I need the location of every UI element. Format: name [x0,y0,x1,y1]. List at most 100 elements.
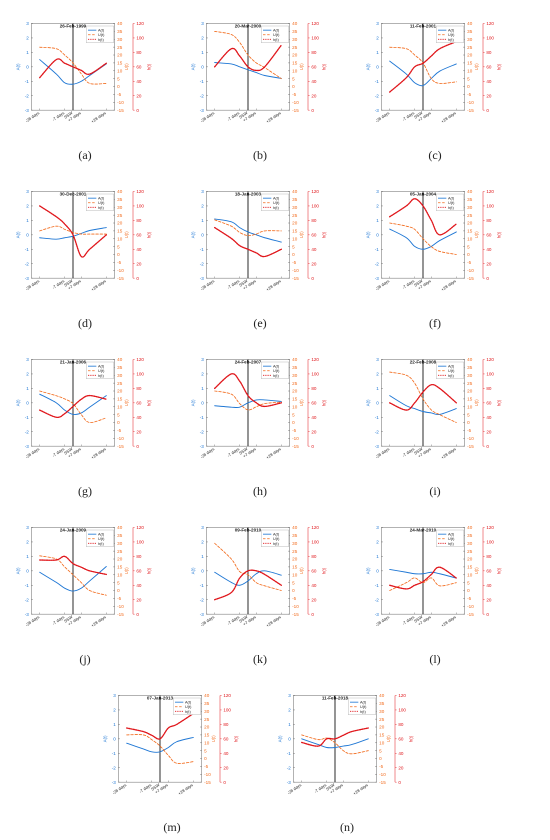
x-tick-label: +28 days [265,278,282,292]
y-mid-tick-label: -15 [117,108,124,113]
y-right-axis-label: h(t) [322,399,327,406]
y-left-tick-label: -3 [25,276,30,281]
y-left-tick-label: -2 [112,765,117,770]
y-left-tick-label: -2 [375,261,380,266]
y-right-tick-label: 120 [311,525,319,530]
y-mid-tick-label: 5 [467,76,470,81]
y-mid-tick-label: 0 [204,756,207,761]
y-right-tick-label: 100 [486,36,494,41]
y-left-tick-label: 0 [201,569,204,574]
panel-label: (j) [79,652,91,666]
y-mid-tick-label: 30 [292,37,298,42]
series-line-A [214,570,282,586]
y-left-tick-label: -3 [375,612,380,617]
y-left-tick-label: -1 [200,415,205,420]
y-right-tick-label: 60 [486,401,492,406]
y-mid-tick-label: 5 [467,244,470,249]
y-right-axis-label: h(t) [147,399,152,406]
y-mid-tick-label: -15 [467,612,474,617]
y-left-tick-label: -2 [200,261,205,266]
x-tick-label: -7 days [51,110,65,122]
y-mid-tick-label: 25 [117,381,123,386]
y-right-tick-label: 0 [136,444,139,449]
y-mid-tick-label: 20 [292,53,298,58]
y-right-tick-label: 100 [398,708,406,713]
y-mid-tick-label: 30 [467,37,473,42]
y-mid-tick-label: 0 [292,420,295,425]
y-mid-tick-label: 15 [292,565,298,570]
y-right-tick-label: 80 [311,386,317,391]
y-right-tick-label: 120 [223,693,231,698]
x-tick-label: SSW [238,278,249,288]
y-right-tick-label: 40 [486,415,492,420]
y-mid-tick-label: 30 [204,709,210,714]
legend-label: U(t) [98,33,105,37]
y-mid-tick-label: 40 [292,21,298,26]
x-tick-label: SSW [150,782,161,792]
y-mid-tick-label: 20 [467,53,473,58]
x-tick-label: SSW [238,446,249,456]
y-mid-tick-label: 0 [292,252,295,257]
y-right-tick-label: 20 [486,429,492,434]
series-line-U [39,555,107,596]
y-mid-tick-label: 15 [292,61,298,66]
y-right-axis-label: h(t) [147,231,152,238]
y-right-tick-label: 0 [136,276,139,281]
y-mid-tick-label: 15 [467,229,473,234]
y-left-tick-label: -2 [25,597,30,602]
y-right-tick-label: 80 [486,50,492,55]
x-tick-label: SSW [413,446,424,456]
legend-label: A(t) [273,29,280,33]
y-right-tick-label: 80 [398,722,404,727]
legend-label: U(t) [273,537,280,541]
y-mid-tick-label: 25 [204,717,210,722]
y-mid-tick-label: -10 [292,100,299,105]
y-right-tick-label: 60 [136,569,142,574]
y-mid-tick-label: 0 [467,420,470,425]
y-mid-tick-label: 15 [467,565,473,570]
y-mid-tick-label: -5 [292,596,297,601]
y-mid-tick-label: 0 [117,588,120,593]
y-right-tick-label: 20 [311,597,317,602]
y-mid-tick-label: 30 [292,541,298,546]
y-mid-tick-label: -5 [292,260,297,265]
y-right-tick-label: 20 [311,429,317,434]
y-mid-tick-label: 40 [292,189,298,194]
y-right-tick-label: 120 [311,21,319,26]
y-left-tick-label: -1 [200,79,205,84]
legend-label: U(t) [98,369,105,373]
y-mid-tick-label: 10 [117,404,123,409]
y-mid-tick-label: 35 [467,197,473,202]
legend-label: h(t) [448,38,454,42]
y-mid-tick-label: 15 [117,565,123,570]
y-left-tick-label: 0 [26,233,29,238]
legend-label: A(t) [360,701,367,705]
y-right-axis-label: h(t) [497,567,502,574]
y-left-tick-label: 3 [376,525,379,530]
y-mid-tick-label: 25 [292,213,298,218]
y-mid-tick-label: 15 [117,397,123,402]
y-left-tick-label: 1 [201,386,204,391]
series-line-U [39,225,107,235]
series-line-A [39,393,107,415]
legend-label: U(t) [273,201,280,205]
legend-label: h(t) [273,206,279,210]
legend-label: h(t) [448,206,454,210]
y-mid-tick-label: 5 [204,748,207,753]
y-mid-tick-label: -15 [467,276,474,281]
panel-label: (d) [78,316,92,330]
y-mid-tick-label: 30 [117,37,123,42]
y-mid-tick-label: 20 [467,557,473,562]
y-right-tick-label: 0 [486,444,489,449]
y-mid-tick-label: 40 [467,21,473,26]
chart-panel-13: 07-Jan-2013-3-2-10123A(t)-15-10-50510152… [103,693,239,796]
y-right-tick-label: 0 [398,780,401,785]
y-mid-axis-label: U(t) [386,735,391,743]
legend-label: U(t) [448,537,455,541]
y-right-tick-label: 120 [311,357,319,362]
series-line-h [389,198,458,236]
y-left-tick-label: 2 [288,708,291,713]
y-right-tick-label: 80 [486,554,492,559]
y-right-tick-label: 120 [136,21,144,26]
y-left-tick-label: 0 [201,401,204,406]
